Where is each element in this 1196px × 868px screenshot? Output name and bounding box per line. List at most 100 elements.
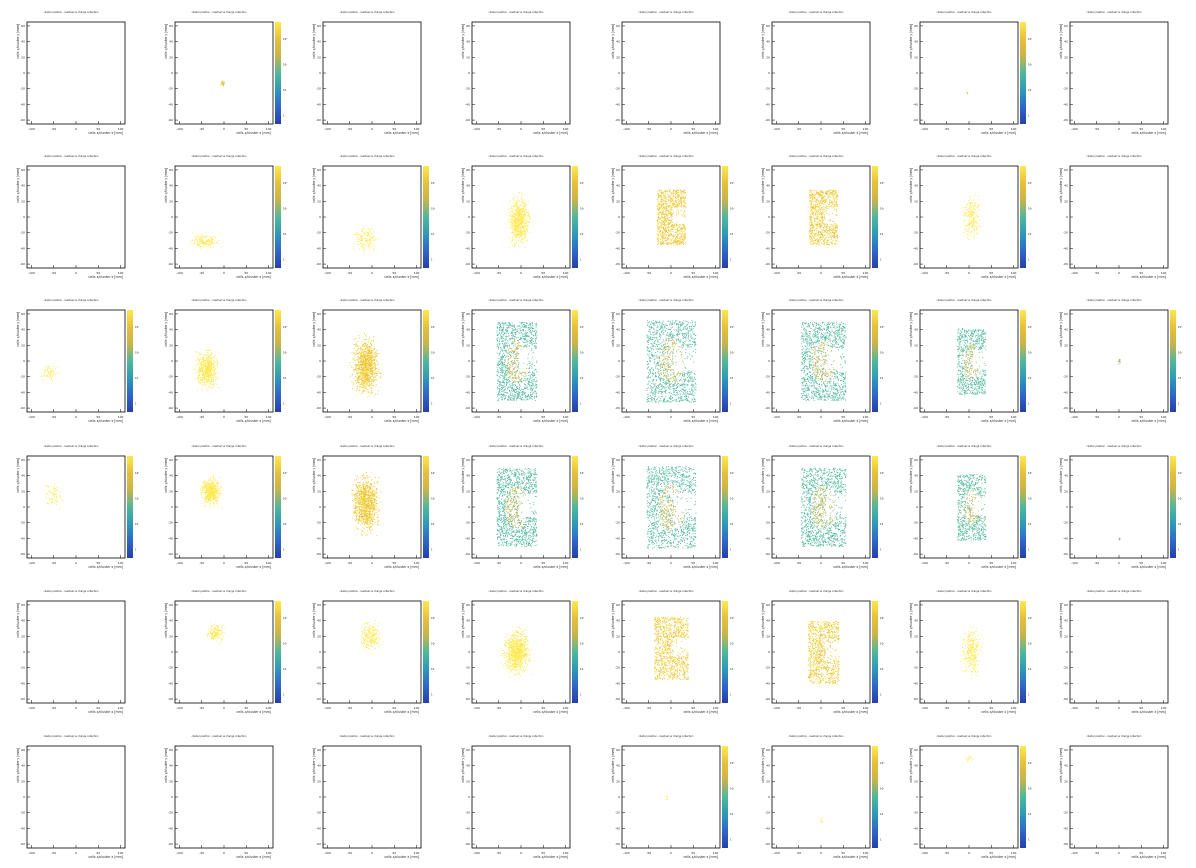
histogram-bin [822, 231, 824, 233]
histogram-bin [811, 196, 813, 198]
y-tick-label: 20 [169, 199, 173, 203]
histogram-bin [369, 242, 371, 244]
histogram-bin [520, 232, 522, 234]
histogram-bin [204, 377, 206, 379]
histogram-bin [821, 198, 823, 200]
histogram-bin [679, 194, 680, 196]
histogram-bin [665, 189, 666, 191]
histogram-bin [669, 238, 671, 240]
histogram-bin [831, 194, 833, 195]
histogram-bin [677, 211, 679, 213]
histogram-bin [970, 209, 972, 211]
histogram-bin [672, 193, 674, 195]
histogram-bin [819, 212, 820, 214]
plot-frame [919, 21, 1019, 125]
histogram-bin [812, 198, 814, 200]
histogram-bin [512, 229, 514, 230]
histogram-bin [677, 230, 679, 232]
histogram-bin [515, 201, 517, 203]
histogram-bin [660, 231, 661, 232]
histogram-bin [358, 368, 360, 369]
z-tick-label: 10 [135, 376, 139, 380]
histogram-bin [371, 238, 373, 239]
histogram-bin [661, 220, 663, 221]
histogram-bin [209, 360, 211, 362]
histogram-bin [809, 231, 811, 232]
x-axis-label: cells x/cluster x [mm] [833, 275, 868, 279]
histogram-bin [671, 242, 672, 244]
histogram-bin [371, 392, 372, 394]
histogram-bin [207, 361, 208, 363]
histogram-bin [202, 369, 203, 371]
histogram-bin [516, 237, 517, 239]
histogram-bin [526, 240, 528, 242]
histogram-bin [683, 240, 685, 242]
histogram-bin [45, 375, 47, 376]
histogram-bin [829, 244, 830, 246]
histogram-bin [663, 243, 665, 244]
histogram-bin [208, 365, 210, 367]
z-tick-label: 10² [880, 206, 884, 210]
histogram-bin [521, 204, 523, 206]
y-tick-label: 60 [766, 168, 770, 172]
histogram-bin [827, 205, 829, 207]
histogram-bin [368, 233, 370, 235]
histogram-bin [366, 366, 368, 367]
histogram-bin [965, 214, 967, 216]
histogram-bin [201, 370, 203, 372]
histogram-bin [830, 230, 832, 231]
histogram-bin [819, 190, 821, 191]
histogram-panel-r2-c4 [471, 165, 578, 269]
histogram-bin [377, 353, 379, 355]
histogram-bin [663, 233, 665, 234]
histogram-bin [669, 230, 671, 231]
histogram-bin [824, 223, 826, 225]
histogram-bin [817, 224, 818, 226]
histogram-bin [358, 237, 360, 238]
histogram-bin [515, 236, 516, 237]
histogram-bin [525, 225, 527, 227]
x-tick-label: -50 [347, 127, 352, 131]
histogram-bin [370, 354, 372, 356]
x-tick-label: 50 [691, 271, 695, 275]
histogram-bin [363, 232, 365, 234]
histogram-bin [371, 340, 372, 342]
histogram-bin [677, 234, 679, 236]
histogram-bin [524, 210, 525, 212]
histogram-bin [818, 223, 820, 225]
histogram-bin [509, 222, 511, 224]
histogram-bin [664, 240, 666, 242]
histogram-bin [676, 204, 678, 206]
histogram-bin [199, 370, 201, 372]
panel-title: cluster position - residual vs charge co… [192, 299, 247, 302]
histogram-bin [208, 366, 209, 367]
histogram-bin [813, 241, 815, 243]
x-tick-label: 100 [1161, 271, 1167, 275]
histogram-bin [680, 224, 682, 226]
histogram-bin [666, 215, 668, 217]
histogram-bin [669, 189, 670, 191]
histogram-bin [206, 384, 207, 386]
histogram-bin [518, 224, 520, 226]
histogram-bin [366, 369, 367, 371]
histogram-bin [810, 229, 812, 231]
histogram-bin [973, 221, 975, 222]
histogram-bin [823, 227, 825, 229]
histogram-bin [360, 384, 362, 386]
histogram-bin [968, 211, 970, 213]
histogram-bin [365, 241, 367, 243]
histogram-bin [968, 213, 970, 215]
color-scale-bar [275, 22, 281, 124]
histogram-bin [206, 359, 207, 361]
histogram-bin [973, 217, 975, 219]
histogram-bin [525, 213, 527, 215]
histogram-bin [812, 243, 814, 245]
histogram-bin [666, 242, 667, 244]
histogram-bin [669, 243, 671, 244]
histogram-bin [827, 194, 829, 196]
histogram-bin [662, 212, 663, 214]
y-tick-label: -20 [913, 87, 918, 91]
histogram-bin [826, 206, 828, 208]
histogram-bin [206, 356, 208, 358]
histogram-bin [522, 213, 523, 215]
